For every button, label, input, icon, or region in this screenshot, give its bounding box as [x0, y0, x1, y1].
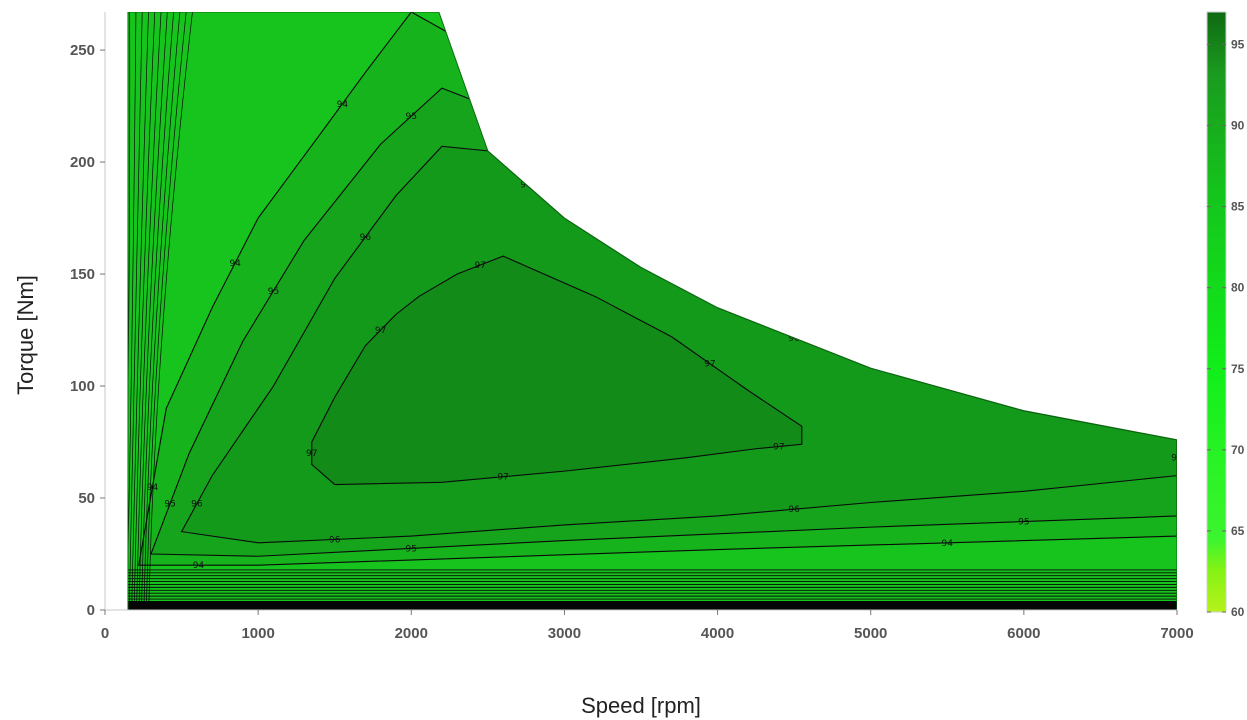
- torque-envelope: [127, 12, 1177, 610]
- low-speed-edge: [116, 12, 128, 610]
- x-tick-label: 5000: [854, 625, 887, 642]
- colorbar-tick-label: 90: [1231, 119, 1245, 133]
- contour-label: 94: [788, 222, 800, 232]
- y-tick-label: 200: [70, 154, 95, 171]
- contour-label: 97: [306, 449, 317, 459]
- contour-label: 96: [520, 180, 532, 190]
- contour-line-low-speed: [141, 12, 174, 610]
- contour-line-low-speed: [143, 12, 181, 610]
- contour-label: 95: [1018, 518, 1029, 528]
- contour-label: 94: [229, 259, 241, 269]
- efficiency-band-97: [311, 256, 802, 485]
- contour-line-low-speed: [133, 12, 156, 610]
- contour-line-low-speed: [136, 12, 162, 610]
- contour-line-low-speed: [122, 12, 126, 610]
- y-axis: 0 50 100 150 200 250: [70, 12, 106, 619]
- colorbar-tick-label: 85: [1231, 200, 1245, 214]
- contour-label: 94: [193, 561, 205, 571]
- contour-line-low-speed: [138, 12, 168, 610]
- x-tick-label: 0: [101, 625, 109, 642]
- contour-label: 94: [147, 483, 159, 493]
- contour-label: 96: [191, 500, 203, 510]
- x-tick-label: 2000: [395, 625, 428, 642]
- x-tick-label: 7000: [1160, 625, 1193, 642]
- colorbar-tick-label: 80: [1231, 281, 1245, 295]
- contour-label: 94: [942, 539, 954, 549]
- colorbar-tick-label: 65: [1231, 524, 1245, 538]
- colorbar: 60 65 70 75 80 85 90 95: [1206, 11, 1245, 619]
- contour-label: 95: [406, 112, 417, 122]
- x-axis-title: Speed [rpm]: [581, 693, 701, 718]
- contour-line-97: [311, 255, 803, 486]
- colorbar-tick-label: 70: [1231, 443, 1245, 457]
- colorbar-scale: [1206, 11, 1227, 613]
- contour-label: 97: [497, 473, 508, 483]
- y-tick-label: 250: [70, 42, 95, 59]
- contour-line-low-speed: [127, 12, 131, 610]
- contour-label: 96: [360, 233, 372, 243]
- x-tick-label: 6000: [1007, 625, 1040, 642]
- y-tick-label: 100: [70, 378, 95, 395]
- y-axis-title: Torque [Nm]: [13, 275, 38, 395]
- low-torque-edge: [127, 601, 1177, 610]
- x-axis: 0 1000 2000 3000 4000 5000 6000 7000: [101, 609, 1194, 642]
- contour-label: 95: [406, 544, 417, 554]
- y-tick-label: 150: [70, 266, 95, 283]
- contour-label: 95: [268, 287, 279, 297]
- contour-label: 95: [164, 500, 175, 510]
- contour-label: 96: [329, 535, 341, 545]
- contour-line-low-speed: [148, 12, 193, 610]
- contour-line-low-speed: [128, 12, 143, 610]
- x-tick-label: 3000: [548, 625, 581, 642]
- contour-line-94: [138, 12, 1177, 566]
- contour-label: 97: [704, 360, 715, 370]
- colorbar-tick-label: 95: [1231, 37, 1245, 51]
- y-tick-label: 50: [78, 490, 95, 507]
- contour-label: 96: [1171, 454, 1183, 464]
- contour-label: 96: [788, 334, 800, 344]
- contour-label: 96: [788, 505, 800, 515]
- colorbar-tick-label: 75: [1231, 362, 1245, 376]
- contour-label: 95: [827, 269, 838, 279]
- x-tick-label: 1000: [241, 625, 274, 642]
- contour-label: 97: [474, 261, 485, 271]
- y-tick-label: 0: [87, 602, 95, 619]
- contour-label: 97: [375, 326, 386, 336]
- contour-line-low-speed: [145, 12, 187, 610]
- contour-line-low-speed: [131, 12, 149, 610]
- contour-label: 97: [773, 443, 784, 453]
- colorbar-tick-label: 60: [1231, 605, 1245, 619]
- contour-label: 94: [337, 100, 349, 110]
- x-tick-label: 4000: [701, 625, 734, 642]
